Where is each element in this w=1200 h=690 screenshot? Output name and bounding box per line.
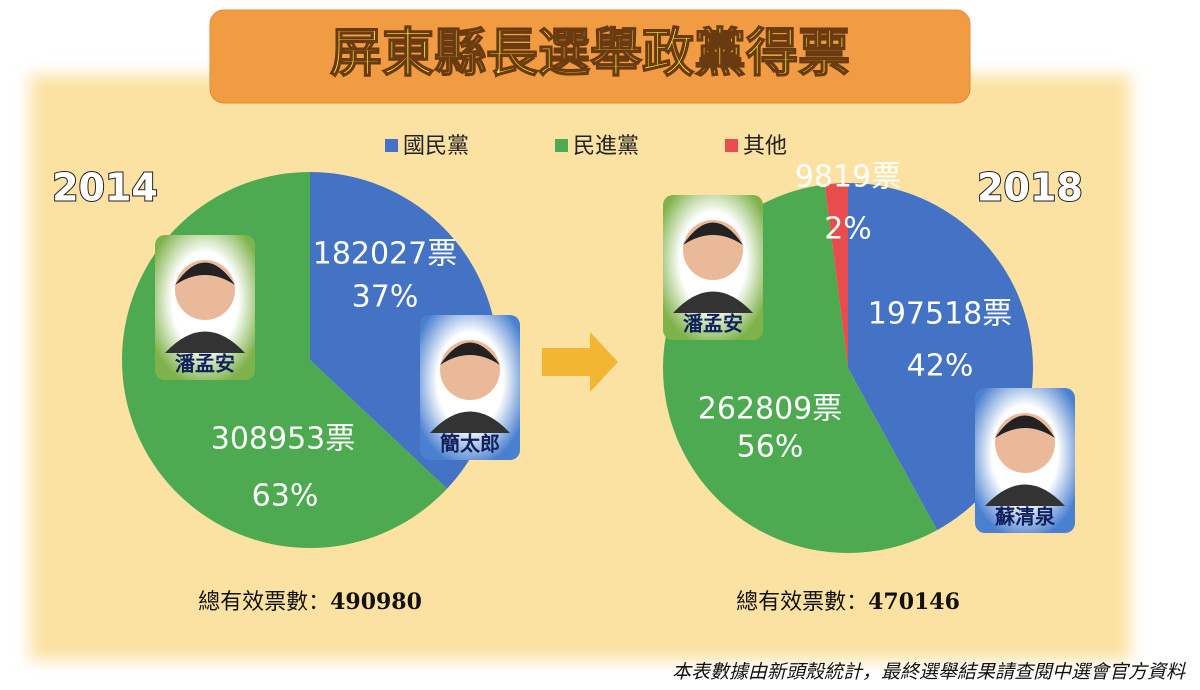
legend-label: 其他 (743, 134, 787, 159)
title: 屏東縣長選舉政黨得票 (330, 24, 850, 84)
legend-swatch (725, 139, 738, 152)
percent-label: 63% (252, 479, 319, 514)
candidate-name: 簡太郎 (440, 432, 500, 456)
arrow (542, 332, 618, 392)
pie-slice (824, 183, 848, 368)
legend-label: 民進黨 (573, 134, 639, 159)
year-label: 2018 (977, 166, 1083, 210)
candidate-hair (175, 262, 235, 285)
vote-label: 182027票 (313, 237, 458, 272)
legend: 國民黨 民進黨 其他 (385, 134, 787, 159)
candidate-body (985, 484, 1065, 506)
total-value: 470146 (868, 589, 960, 615)
vote-label: 9819票 (795, 160, 901, 195)
percent-label: 37% (352, 280, 419, 315)
year-label: 2014 (52, 166, 158, 210)
title-box (209, 9, 971, 104)
candidate-hair (683, 222, 743, 245)
percent-label: 42% (907, 349, 974, 384)
candidate-name: 蘇清泉 (994, 505, 1056, 529)
candidate-body (673, 291, 753, 313)
candidate-hair (440, 342, 500, 365)
legend-swatch (385, 139, 398, 152)
total-votes: 總有效票數：490980 (198, 589, 422, 615)
percent-label: 2% (824, 212, 872, 247)
footnote: 本表數據由新頭殼統計，最終選舉結果請查閱中選會官方資料 (672, 661, 1186, 683)
vote-label: 262809票 (698, 392, 843, 427)
candidate-name: 潘孟安 (175, 352, 235, 376)
legend-label: 國民黨 (403, 134, 469, 159)
total-votes: 總有效票數：470146 (736, 589, 960, 615)
legend-swatch (555, 139, 568, 152)
candidate-body (430, 411, 510, 433)
total-value: 490980 (330, 589, 422, 615)
candidate-name: 潘孟安 (683, 312, 743, 336)
candidate-body (165, 331, 245, 353)
total-label: 總有效票數： (198, 590, 330, 615)
vote-label: 308953票 (211, 422, 356, 457)
percent-label: 56% (737, 430, 804, 465)
total-label: 總有效票數： (736, 590, 868, 615)
vote-label: 197518票 (868, 297, 1013, 332)
candidate-hair (995, 415, 1055, 438)
